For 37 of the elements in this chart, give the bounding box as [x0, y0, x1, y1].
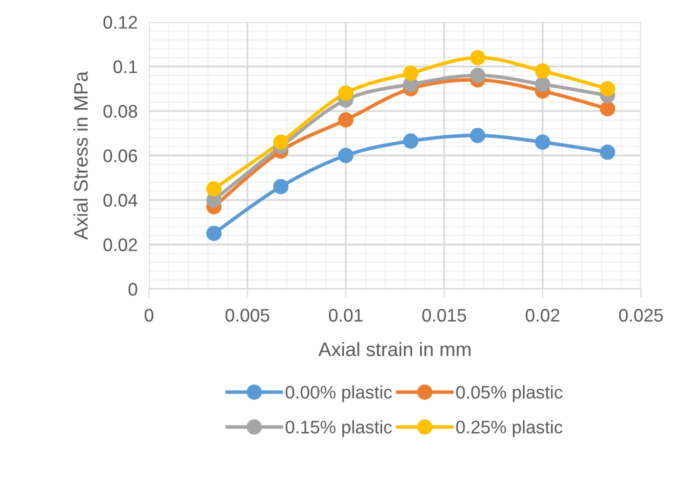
point [534, 134, 550, 150]
y-tick-label: 0.02 [103, 238, 137, 252]
point [600, 81, 616, 96]
x-tick-label: 0.005 [226, 308, 270, 322]
y-tick-label: 0.04 [103, 194, 138, 207]
point [534, 76, 550, 92]
legend-label: 0.25% plastic [456, 420, 562, 438]
x-tick-label: 0.01 [328, 308, 362, 322]
point [338, 148, 354, 164]
y-tick-label: 0.12 [103, 16, 137, 29]
point [338, 112, 354, 128]
point [470, 68, 486, 84]
legend-label: 0.05% plastic [456, 385, 562, 402]
point [534, 63, 550, 79]
point [273, 134, 288, 150]
legend-label: 0.15% plastic [286, 420, 392, 438]
point [338, 86, 354, 101]
point [600, 101, 616, 116]
x-tick-label: 0.02 [526, 308, 560, 322]
x-tick-label: 0.015 [422, 308, 466, 322]
point [403, 133, 418, 149]
y-axis-title: Axial Stress in MPa [74, 71, 88, 240]
legend-label: 0.00% plastic [286, 385, 392, 402]
y-tick-label: 0 [128, 282, 138, 296]
point [273, 179, 288, 194]
point [470, 128, 486, 144]
y-tick-label: 0.06 [103, 149, 138, 162]
y-tick-label: 0.1 [113, 60, 138, 74]
point [206, 181, 222, 197]
x-axis-title: Axial strain in mm [318, 342, 470, 356]
x-tick-label: 0 [144, 308, 154, 322]
point [470, 50, 486, 66]
point [403, 66, 418, 81]
point [206, 226, 222, 242]
point [600, 144, 616, 160]
x-tick-label: 0.025 [619, 308, 663, 322]
y-tick-label: 0.08 [103, 104, 138, 118]
